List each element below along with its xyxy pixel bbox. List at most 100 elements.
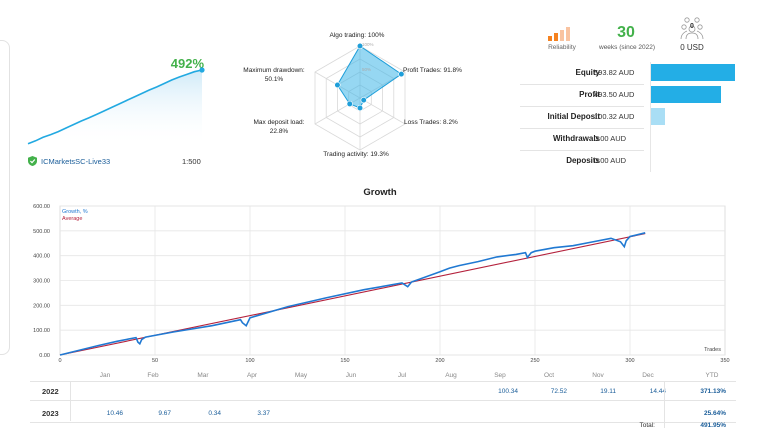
y-tick-label: 400.00 — [33, 254, 50, 260]
total-label: Total: — [639, 422, 655, 428]
x-tick-label: 200 — [435, 358, 444, 364]
verified-shield-icon — [28, 156, 37, 166]
month-header: Oct — [543, 372, 555, 379]
month-header: Mar — [197, 372, 209, 379]
subscribers-icon — [680, 17, 704, 40]
year-column-divider — [70, 381, 71, 421]
subscription-price: 0 USD — [680, 43, 704, 52]
x-tick-label: 250 — [530, 358, 539, 364]
account-growth-card[interactable]: 492% — [26, 50, 206, 150]
year-label: 2022 — [42, 387, 59, 396]
server-name[interactable]: ICMarketsSC-Live33 — [41, 156, 111, 166]
stat-value: 593.82 AUD — [594, 68, 635, 77]
x-tick-label: 150 — [340, 358, 349, 364]
reliability-bars-icon — [548, 27, 570, 41]
row-divider — [30, 422, 736, 423]
month-header: Jul — [397, 372, 407, 379]
radar-label-load: Max deposit load: 22.8% — [253, 119, 305, 135]
month-header: Jun — [345, 372, 357, 379]
month-value[interactable]: 0.34 — [208, 410, 221, 417]
x-tick-label: 350 — [720, 358, 729, 364]
stat-bar — [651, 64, 735, 81]
radar-point — [398, 71, 405, 78]
month-header: Apr — [246, 372, 258, 379]
radar-ring-50: 50% — [362, 67, 371, 72]
month-value[interactable]: 9.67 — [158, 410, 171, 417]
growth-percentage: 492% — [170, 56, 204, 71]
legend-entry: Growth, % — [62, 209, 88, 215]
stat-label: Profit — [579, 90, 600, 99]
total-value: 491.95% — [700, 422, 726, 428]
x-tick-label: 100 — [245, 358, 254, 364]
radar-ring-100: 100% — [362, 42, 374, 47]
divider — [520, 150, 644, 151]
y-tick-label: 300.00 — [33, 279, 50, 285]
legend-entry: Average — [62, 216, 82, 222]
month-value[interactable]: 100.34 — [498, 388, 518, 395]
divider — [520, 84, 644, 85]
weeks-label: weeks (since 2022) — [599, 44, 655, 51]
month-value[interactable]: 10.46 — [106, 410, 123, 417]
month-header: Jan — [99, 372, 111, 379]
stat-value: 0.00 AUD — [594, 156, 627, 165]
month-value[interactable]: 72.52 — [550, 388, 567, 395]
radar-point — [360, 97, 367, 104]
subscribers-count: 0 — [690, 23, 694, 30]
row-divider — [30, 400, 736, 401]
radar-point — [356, 42, 364, 50]
radar-label-drawdown: Maximum drawdown: 50.1% — [243, 67, 305, 83]
ytd-column-divider — [664, 381, 665, 428]
radar-label-profit: Profit Trades: 91.8% — [403, 67, 462, 74]
stat-label: Equity — [575, 68, 600, 77]
growth-chart[interactable]: 0.00 100.00 200.00 300.00 400.00 500.00 600.00… — [0, 198, 760, 370]
month-header: Aug — [445, 372, 457, 379]
month-header: Nov — [592, 372, 604, 379]
month-value[interactable]: 19.11 — [600, 388, 616, 395]
x-tick-label: 300 — [625, 358, 634, 364]
y-tick-label: 600.00 — [33, 204, 50, 210]
radar-point — [346, 100, 353, 108]
radar-chart: 100% 50% — [314, 42, 406, 151]
stat-label: Initial Deposit — [547, 112, 600, 121]
divider — [520, 128, 644, 129]
ytd-value: 25.64% — [703, 410, 726, 417]
month-header: Sep — [494, 372, 506, 379]
x-tick-label: 0 — [58, 358, 61, 364]
radar-point — [356, 104, 364, 112]
growth-series-line — [59, 232, 646, 356]
divider — [520, 106, 644, 107]
stat-bar — [651, 108, 666, 125]
stat-label: Deposits — [566, 156, 600, 165]
x-tick-label: 50 — [152, 358, 158, 364]
y-tick-label: 0.00 — [39, 353, 50, 359]
radar-label-activity: Trading activity: 19.3% — [323, 151, 389, 158]
month-header: Dec — [642, 372, 654, 379]
bar-axis — [650, 62, 651, 172]
month-value[interactable]: 3.37 — [257, 410, 270, 417]
row-divider — [30, 381, 736, 382]
stat-value: 0.00 AUD — [594, 134, 627, 143]
x-axis-label: Trades — [704, 347, 721, 353]
y-tick-label: 100.00 — [33, 328, 50, 334]
month-header: Feb — [147, 372, 159, 379]
stat-value: 493.50 AUD — [594, 90, 635, 99]
radar-label-algo: Algo trading: 100% — [329, 32, 385, 39]
growth-sparkline — [27, 67, 205, 146]
radar-point — [334, 81, 341, 89]
server-info: ICMarketsSC-Live33 — [28, 156, 110, 166]
reliability-label: Reliability — [548, 44, 576, 51]
stat-bar — [651, 86, 721, 103]
radar-label-loss: Loss Trades: 8.2% — [404, 119, 458, 126]
year-label: 2023 — [42, 409, 59, 418]
weeks-value: 30 — [617, 24, 635, 41]
month-value[interactable]: 14.44 — [649, 388, 666, 395]
stat-value: 100.32 AUD — [594, 112, 635, 121]
y-tick-label: 200.00 — [33, 303, 50, 309]
ytd-value: 371.13% — [700, 388, 726, 395]
leverage: 1:500 — [182, 157, 201, 166]
month-header: YTD — [705, 372, 719, 379]
stat-label: Withdrawals — [552, 134, 600, 143]
month-header: May — [294, 372, 308, 379]
chart-title: Growth — [363, 187, 397, 198]
